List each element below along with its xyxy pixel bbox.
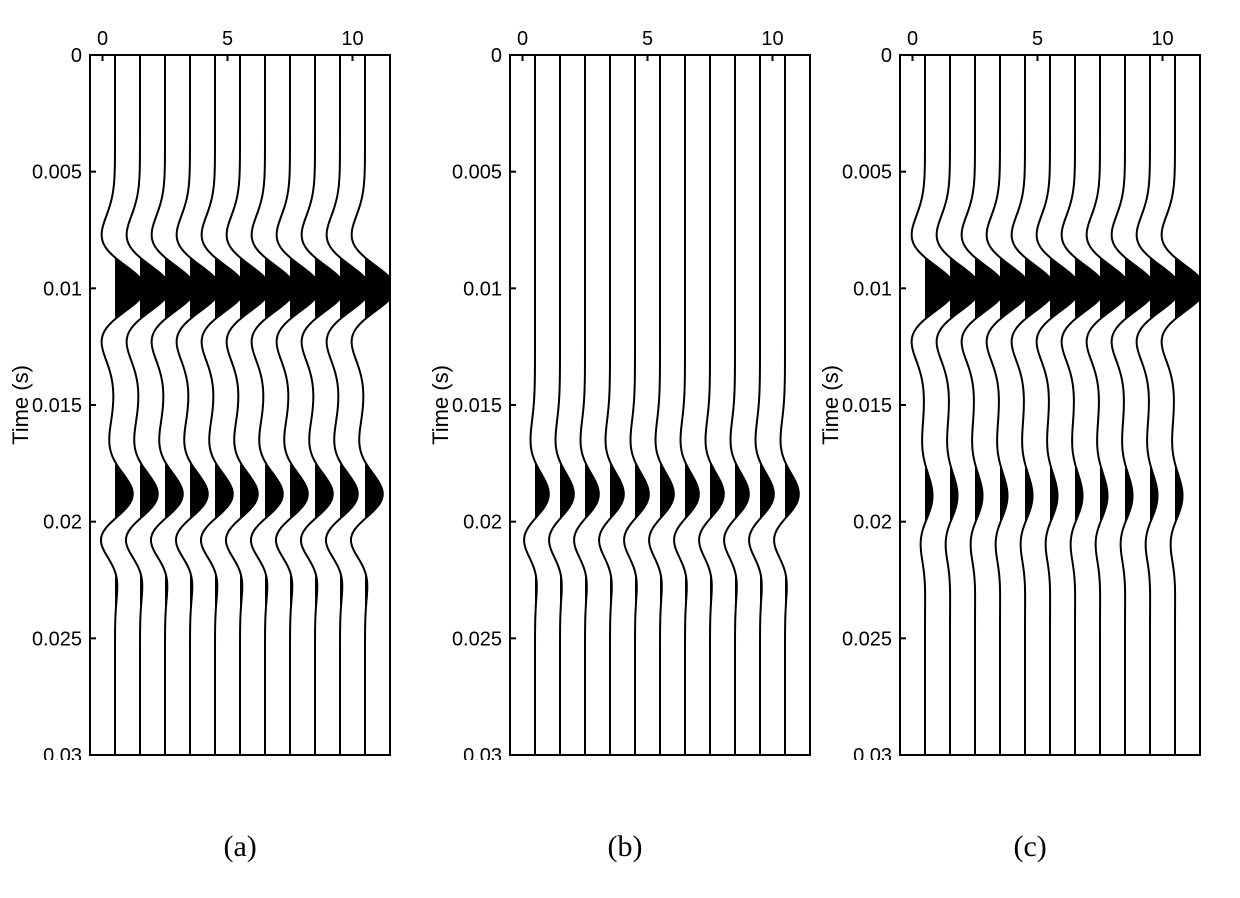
- ytick-label: 0: [491, 45, 502, 67]
- xtick-label: 5: [222, 28, 233, 50]
- trace-line: [724, 55, 749, 755]
- panel-b: 051000.0050.010.0150.020.0250.03Time (s): [510, 55, 810, 755]
- trace-line: [574, 55, 599, 755]
- trace-fill: [535, 465, 549, 668]
- traces-group: [524, 55, 799, 755]
- y-axis-label: Time (s): [820, 365, 843, 445]
- y-axis-label: Time (s): [430, 365, 453, 445]
- ytick-label: 0.02: [463, 512, 502, 534]
- ytick-label: 0.01: [43, 278, 82, 300]
- ytick-label: 0.02: [43, 512, 82, 534]
- xtick-label: 5: [1032, 28, 1043, 50]
- ytick-label: 0: [881, 45, 892, 67]
- panel-svg: 0 5 10 0 0.005 0.01 0.015 0.02 0.025 0.03 Time (s): [820, 15, 1205, 760]
- ytick-label: 0.025: [842, 628, 892, 650]
- trace-fill: [585, 465, 599, 668]
- ytick-label: 0.03: [463, 745, 502, 760]
- trace-line: [624, 55, 649, 755]
- xtick-label: 10: [1151, 28, 1173, 50]
- panel-svg: 0 5 10 0 0.005 0.01 0.015 0.02 0.025 0.03 Time (s): [10, 15, 395, 760]
- ytick-label: 0.01: [853, 278, 892, 300]
- xtick-label: 0: [907, 28, 918, 50]
- xtick-label: 10: [341, 28, 363, 50]
- trace-line: [599, 55, 624, 755]
- panel-sublabel-b: (b): [608, 830, 643, 864]
- ytick-label: 0: [71, 45, 82, 67]
- trace-line: [351, 55, 395, 755]
- xtick-label: 5: [642, 28, 653, 50]
- trace-fill: [685, 465, 699, 668]
- ytick-label: 0.005: [452, 162, 502, 184]
- traces-group: [101, 55, 395, 755]
- trace-line: [1162, 55, 1205, 755]
- ytick-label: 0.015: [452, 395, 502, 417]
- trace-fill: [660, 465, 674, 668]
- ytick-label: 0.015: [842, 395, 892, 417]
- trace-line: [549, 55, 574, 755]
- xtick-label: 0: [517, 28, 528, 50]
- ytick-label: 0.03: [43, 745, 82, 760]
- ytick-label: 0.025: [452, 628, 502, 650]
- y-axis-label: Time (s): [10, 365, 33, 445]
- ytick-label: 0.01: [463, 278, 502, 300]
- panel-svg: 0 5 10 0 0.005 0.01 0.015 0.02 0.025 0.03 Time (s): [430, 15, 815, 760]
- trace-line: [674, 55, 699, 755]
- xtick-label: 10: [761, 28, 783, 50]
- figure-root: 051000.0050.010.0150.020.0250.03Time (s)…: [0, 0, 1240, 898]
- ytick-label: 0.02: [853, 512, 892, 534]
- xtick-label: 0: [97, 28, 108, 50]
- trace-fill: [760, 465, 774, 668]
- trace-line: [524, 55, 549, 755]
- trace-fill: [785, 465, 799, 668]
- panel-c: 051000.0050.010.0150.020.0250.03Time (s): [900, 55, 1200, 755]
- trace-line: [774, 55, 799, 755]
- trace-fill: [710, 465, 724, 668]
- trace-line: [649, 55, 674, 755]
- ytick-label: 0.005: [842, 162, 892, 184]
- trace-fill: [610, 465, 624, 668]
- trace-line: [749, 55, 774, 755]
- trace-fill: [635, 465, 649, 668]
- panel-sublabel-a: (a): [224, 830, 257, 864]
- traces-group: [912, 55, 1205, 755]
- trace-fill: [560, 465, 574, 668]
- ytick-label: 0.03: [853, 745, 892, 760]
- panel-a: 051000.0050.010.0150.020.0250.03Time (s): [90, 55, 390, 755]
- trace-line: [699, 55, 724, 755]
- trace-fill: [735, 465, 749, 668]
- ytick-label: 0.025: [32, 628, 82, 650]
- ytick-label: 0.015: [32, 395, 82, 417]
- panel-sublabel-c: (c): [1014, 830, 1047, 864]
- ytick-label: 0.005: [32, 162, 82, 184]
